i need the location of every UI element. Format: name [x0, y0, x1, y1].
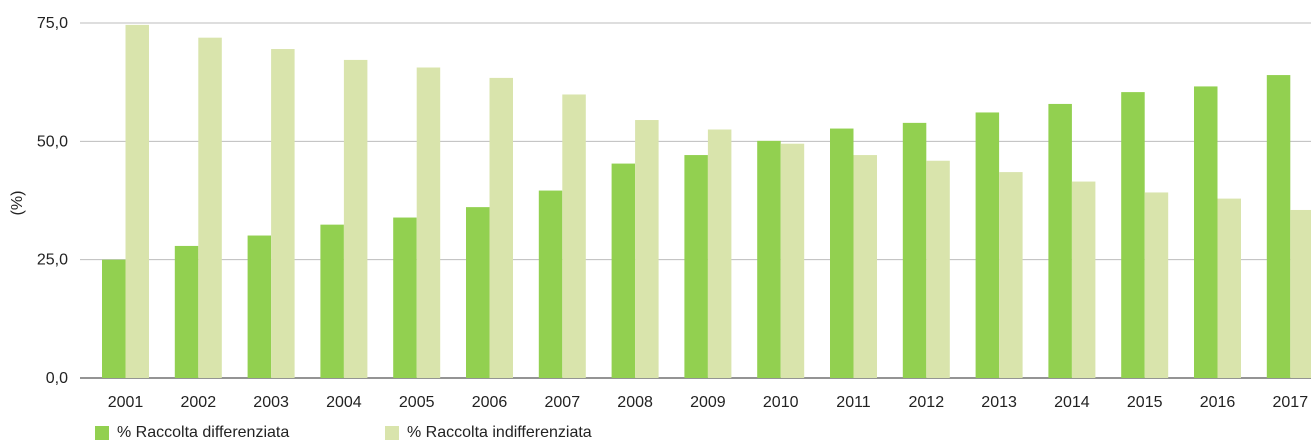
bar-indifferenziata-2004	[343, 59, 368, 379]
y-axis-ticks: 0,0 25,0 50,0 75,0	[37, 15, 68, 387]
bar-indifferenziata-2017	[1290, 209, 1311, 378]
bar-differenziata-2002	[174, 245, 199, 378]
y-axis-label: (%)	[9, 191, 26, 216]
bar-differenziata-2011	[830, 128, 854, 378]
x-tick-label: 2003	[253, 394, 289, 411]
x-tick-label: 2004	[326, 394, 362, 411]
legend-item-indifferenziata: % Raccolta indifferenziata	[385, 424, 592, 442]
x-tick-label: 2006	[472, 394, 508, 411]
bar-differenziata-2003	[247, 235, 272, 378]
bar-indifferenziata-2015	[1144, 192, 1169, 378]
x-axis-ticks: 2001 2002 2003 2004 2005 2006 2007 2008 2009 2010…	[108, 394, 1308, 411]
x-tick-label: 2013	[981, 394, 1017, 411]
y-tick-label: 0,0	[46, 370, 68, 387]
legend-label: % Raccolta indifferenziata	[407, 424, 592, 441]
bar-differenziata-2010	[757, 140, 781, 378]
x-tick-label: 2001	[108, 394, 144, 411]
x-tick-label: 2016	[1200, 394, 1236, 411]
bar-differenziata-2012	[902, 122, 927, 378]
bar-differenziata-2001	[102, 259, 126, 378]
bar-indifferenziata-2016	[1217, 198, 1241, 378]
bar-differenziata-2016	[1194, 86, 1218, 378]
y-tick-label: 75,0	[37, 15, 68, 32]
bar-differenziata-2009	[684, 155, 708, 378]
bar-differenziata-2015	[1121, 92, 1145, 379]
legend-swatch-indifferenziata	[385, 426, 399, 440]
bar-indifferenziata-2006	[489, 77, 513, 378]
bar-indifferenziata-2013	[999, 172, 1023, 378]
x-tick-label: 2010	[763, 394, 799, 411]
x-tick-label: 2017	[1273, 394, 1309, 411]
legend-item-differenziata: % Raccolta differenziata	[95, 424, 385, 442]
legend: % Raccolta differenziata % Raccolta indi…	[95, 424, 592, 442]
bar-differenziata-2013	[975, 112, 1000, 379]
bar-differenziata-2004	[320, 224, 344, 378]
bar-indifferenziata-2003	[271, 49, 295, 379]
x-tick-label: 2011	[836, 394, 871, 411]
bar-indifferenziata-2010	[780, 143, 805, 378]
y-tick-label: 50,0	[37, 133, 68, 150]
bar-differenziata-2014	[1048, 103, 1072, 378]
bar-indifferenziata-2008	[635, 120, 659, 379]
x-tick-label: 2007	[545, 394, 581, 411]
bar-indifferenziata-2012	[926, 160, 950, 378]
x-tick-label: 2005	[399, 394, 435, 411]
x-tick-label: 2012	[909, 394, 945, 411]
x-tick-label: 2015	[1127, 394, 1163, 411]
legend-swatch-differenziata	[95, 426, 109, 440]
bar-differenziata-2017	[1266, 75, 1291, 379]
bar-indifferenziata-2009	[707, 129, 732, 378]
bar-indifferenziata-2002	[198, 37, 222, 378]
bar-indifferenziata-2005	[416, 67, 441, 378]
bar-indifferenziata-2007	[562, 94, 586, 379]
y-tick-label: 25,0	[37, 252, 68, 269]
legend-label: % Raccolta differenziata	[117, 424, 290, 441]
bar-indifferenziata-2001	[125, 24, 149, 378]
bar-indifferenziata-2011	[853, 155, 877, 378]
x-tick-label: 2014	[1054, 394, 1090, 411]
bar-differenziata-2008	[611, 163, 636, 378]
x-tick-label: 2008	[617, 394, 653, 411]
bar-differenziata-2005	[393, 217, 417, 378]
bar-differenziata-2006	[466, 207, 490, 378]
bar-indifferenziata-2014	[1071, 181, 1096, 378]
bars	[102, 24, 1311, 379]
x-tick-label: 2009	[690, 394, 726, 411]
bar-differenziata-2007	[538, 190, 563, 378]
x-tick-label: 2002	[181, 394, 217, 411]
